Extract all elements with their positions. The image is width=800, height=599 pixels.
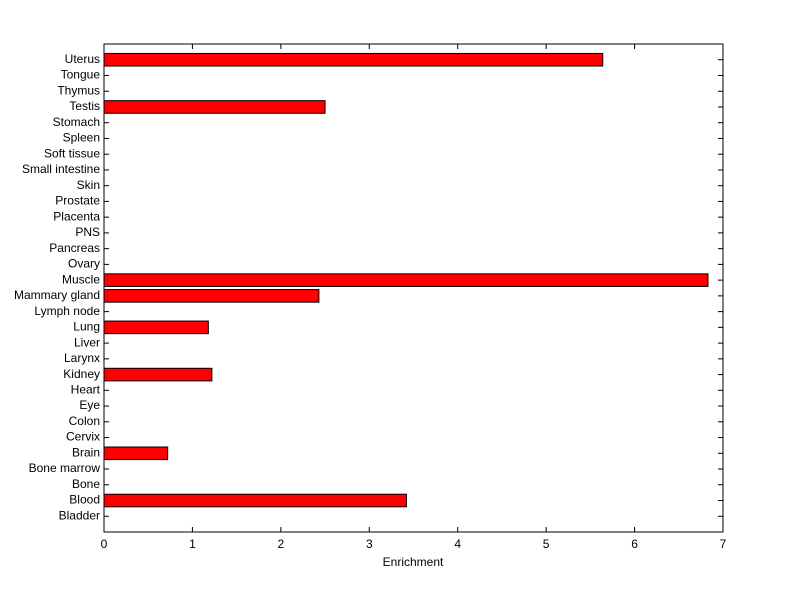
bar	[103, 446, 169, 461]
y-tick-label: Thymus	[57, 83, 100, 97]
y-tick-label: Soft tissue	[44, 146, 100, 160]
y-tick-label: Pancreas	[49, 241, 100, 255]
y-tick-label: Larynx	[64, 351, 100, 365]
y-tick-label: Mammary gland	[14, 288, 100, 302]
x-tick-label: 5	[543, 537, 550, 551]
y-tick-label: Muscle	[62, 272, 100, 286]
y-tick-label: Tongue	[61, 68, 101, 82]
bar	[103, 100, 326, 114]
x-axis-label: Enrichment	[383, 555, 444, 569]
y-tick-label: Bone marrow	[29, 461, 101, 475]
y-tick-label: Placenta	[53, 209, 100, 223]
y-tick-label: Liver	[74, 335, 100, 349]
x-tick-label: 0	[101, 537, 108, 551]
y-tick-label: Lymph node	[34, 304, 100, 318]
bar	[103, 52, 604, 67]
y-tick-label: Bone	[72, 477, 100, 491]
y-tick-label: Kidney	[63, 367, 100, 381]
y-tick-label: Testis	[69, 99, 100, 113]
y-tick-label: Stomach	[53, 115, 100, 129]
bar	[103, 273, 709, 287]
x-tick-label: 6	[631, 537, 638, 551]
x-tick-label: 1	[189, 537, 196, 551]
y-tick-label: Small intestine	[22, 162, 100, 176]
x-tick-label: 2	[278, 537, 285, 551]
x-tick-label: 7	[720, 537, 727, 551]
y-tick-label: Ovary	[68, 257, 100, 271]
y-tick-label: Bladder	[59, 508, 100, 522]
x-tick-label: 4	[454, 537, 461, 551]
bar	[103, 320, 209, 335]
y-tick-label: Lung	[73, 320, 100, 334]
y-tick-label: Heart	[71, 382, 101, 396]
y-tick-label: Skin	[77, 178, 100, 192]
bar	[103, 493, 407, 508]
bar	[103, 289, 320, 303]
x-tick-label: 3	[366, 537, 373, 551]
y-tick-label: Spleen	[63, 131, 100, 145]
y-tick-label: Cervix	[66, 430, 100, 444]
y-tick-label: Brain	[72, 445, 100, 459]
y-tick-label: Blood	[69, 493, 100, 507]
y-tick-label: Colon	[69, 414, 100, 428]
y-tick-label: Uterus	[65, 52, 100, 66]
y-tick-label: Eye	[79, 398, 100, 412]
plot-frame	[103, 43, 724, 533]
y-tick-label: Prostate	[55, 194, 100, 208]
y-tick-label: PNS	[75, 225, 100, 239]
bar	[103, 367, 213, 382]
